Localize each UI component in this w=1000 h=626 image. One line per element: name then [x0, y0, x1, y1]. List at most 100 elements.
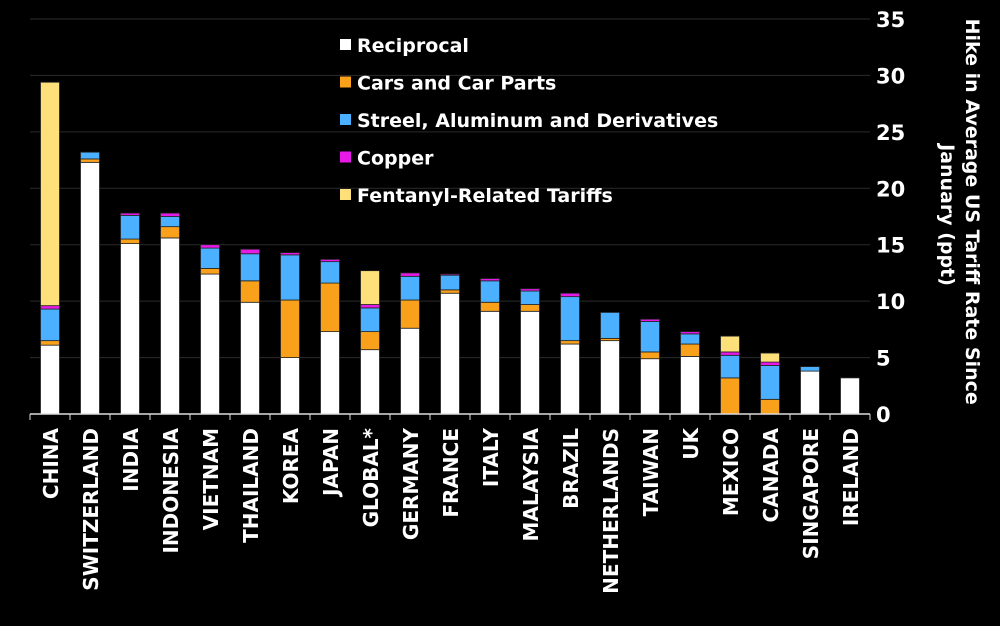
legend-swatch	[340, 76, 351, 88]
legend-label: Cars and Car Parts	[357, 73, 556, 95]
bar-segment-switzerland-2	[80, 151, 100, 160]
bar-segment-france-0	[440, 292, 460, 415]
bar-segment-mexico-3	[720, 351, 740, 356]
bar-segment-vietnam-3	[200, 244, 220, 249]
bar-segment-india-2	[120, 214, 140, 240]
bar-segment-korea-3	[280, 252, 300, 256]
x-tick-label: THAILAND	[239, 428, 263, 543]
bar-segment-japan-1	[320, 282, 340, 333]
bar-segment-china-3	[40, 305, 60, 310]
bar-segment-india-1	[120, 238, 140, 244]
bar-segment-india-0	[120, 243, 140, 415]
bar-segment-germany-2	[400, 275, 420, 301]
x-tick-label: BRAZIL	[559, 428, 583, 509]
bar-segment-canada-4	[760, 352, 780, 363]
bar-segment-italy-3	[480, 278, 500, 282]
bar-segment-singapore-2	[800, 366, 820, 372]
bar-segment-china-0	[40, 344, 60, 415]
x-tick-label: CANADA	[759, 427, 783, 522]
bar-segment-malaysia-1	[520, 304, 540, 312]
bar-segment-india-3	[120, 212, 140, 216]
bar-segment-uk-1	[680, 343, 700, 357]
bar-segment-global-2	[360, 307, 380, 333]
legend-label: Copper	[357, 148, 434, 170]
bar-segment-france-3	[440, 273, 460, 276]
x-tick-label: UK	[679, 427, 703, 460]
y-tick-label: 20	[876, 177, 905, 201]
bar-segment-korea-1	[280, 299, 300, 358]
bar-segment-thailand-2	[240, 253, 260, 282]
x-tick-label: VIETNAM	[199, 428, 223, 530]
x-tick-label: FRANCE	[439, 428, 463, 518]
bar-segment-thailand-3	[240, 248, 260, 255]
bar-segment-mexico-1	[720, 377, 740, 415]
x-tick-label: MALAYSIA	[519, 427, 543, 541]
bar-segment-thailand-0	[240, 301, 260, 415]
y-tick-label: 30	[876, 64, 905, 88]
bar-segment-malaysia-0	[520, 310, 540, 415]
bar-segment-france-1	[440, 289, 460, 294]
bar-segment-switzerland-1	[80, 158, 100, 163]
bar-segment-malaysia-2	[520, 290, 540, 305]
legend-swatch	[340, 151, 351, 163]
bar-segment-france-2	[440, 274, 460, 291]
bar-segment-taiwan-0	[640, 358, 660, 415]
bar-segment-global-0	[360, 349, 380, 415]
bar-segment-brazil-0	[560, 343, 580, 415]
bar-segment-ireland-0	[840, 377, 860, 415]
bar-segment-brazil-2	[560, 296, 580, 342]
bar-segment-canada-2	[760, 365, 780, 400]
x-tick-label: SINGAPORE	[799, 428, 823, 559]
x-tick-label: GLOBAL*	[359, 427, 383, 527]
bar-segment-vietnam-1	[200, 268, 220, 275]
bar-segment-italy-1	[480, 301, 500, 312]
bar-segment-global-3	[360, 304, 380, 309]
bar-segment-germany-1	[400, 299, 420, 329]
bar-segment-china-1	[40, 340, 60, 346]
bar-segment-japan-3	[320, 258, 340, 263]
legend-swatch	[340, 39, 351, 50]
bar-segment-italy-0	[480, 310, 500, 415]
bar-segment-switzerland-0	[80, 161, 100, 415]
x-tick-label: GERMANY	[399, 427, 423, 540]
bar-segment-korea-0	[280, 357, 300, 415]
x-tick-label: TAIWAN	[639, 428, 663, 516]
legend: Reciprocal Cars and Car Parts Streel, Alum…	[340, 35, 718, 207]
bar-segment-taiwan-3	[640, 318, 660, 322]
legend-swatch	[340, 189, 351, 200]
bar-segment-global-1	[360, 331, 380, 351]
bar-segment-canada-3	[760, 361, 780, 366]
y-axis-title: Hike in Average US Tariff Rate Since Jan…	[936, 19, 983, 412]
bar-segment-germany-3	[400, 272, 420, 277]
bar-segment-taiwan-1	[640, 351, 660, 360]
bar-segment-singapore-0	[800, 370, 820, 415]
bar-segment-indonesia-1	[160, 226, 180, 239]
bar-segment-uk-0	[680, 356, 700, 415]
bar-segment-canada-1	[760, 398, 780, 415]
bar-segment-netherlands-0	[600, 340, 620, 415]
x-tick-label: JAPAN	[319, 428, 343, 498]
x-tick-label: INDONESIA	[159, 427, 183, 553]
bar-segment-vietnam-2	[200, 247, 220, 269]
bar-segment-brazil-1	[560, 340, 580, 345]
bar-segment-thailand-1	[240, 280, 260, 303]
bar-segment-malaysia-3	[520, 288, 540, 292]
bar-segment-vietnam-0	[200, 273, 220, 415]
bar-segment-indonesia-2	[160, 216, 180, 228]
y-tick-label: 10	[876, 290, 905, 314]
x-tick-label: SWITZERLAND	[79, 428, 103, 591]
legend-label: Fentanyl-Related Tariffs	[357, 185, 613, 207]
y-axis-title-line-1: Hike in Average US Tariff Rate Since	[961, 19, 983, 405]
y-tick-label: 35	[876, 8, 905, 32]
y-axis-title-line-2: January (ppt)	[936, 142, 958, 286]
bar-segment-germany-0	[400, 327, 420, 415]
x-tick-label: CHINA	[39, 427, 63, 499]
bar-segment-china-2	[40, 308, 60, 342]
bar-segment-japan-2	[320, 261, 340, 284]
x-tick-label: KOREA	[279, 427, 303, 504]
x-tick-label: IRELAND	[839, 428, 863, 526]
y-tick-label: 0	[876, 403, 891, 427]
legend-label: Reciprocal	[357, 35, 469, 57]
x-tick-label: ITALY	[479, 427, 503, 487]
x-tick-label: NETHERLANDS	[599, 428, 623, 594]
